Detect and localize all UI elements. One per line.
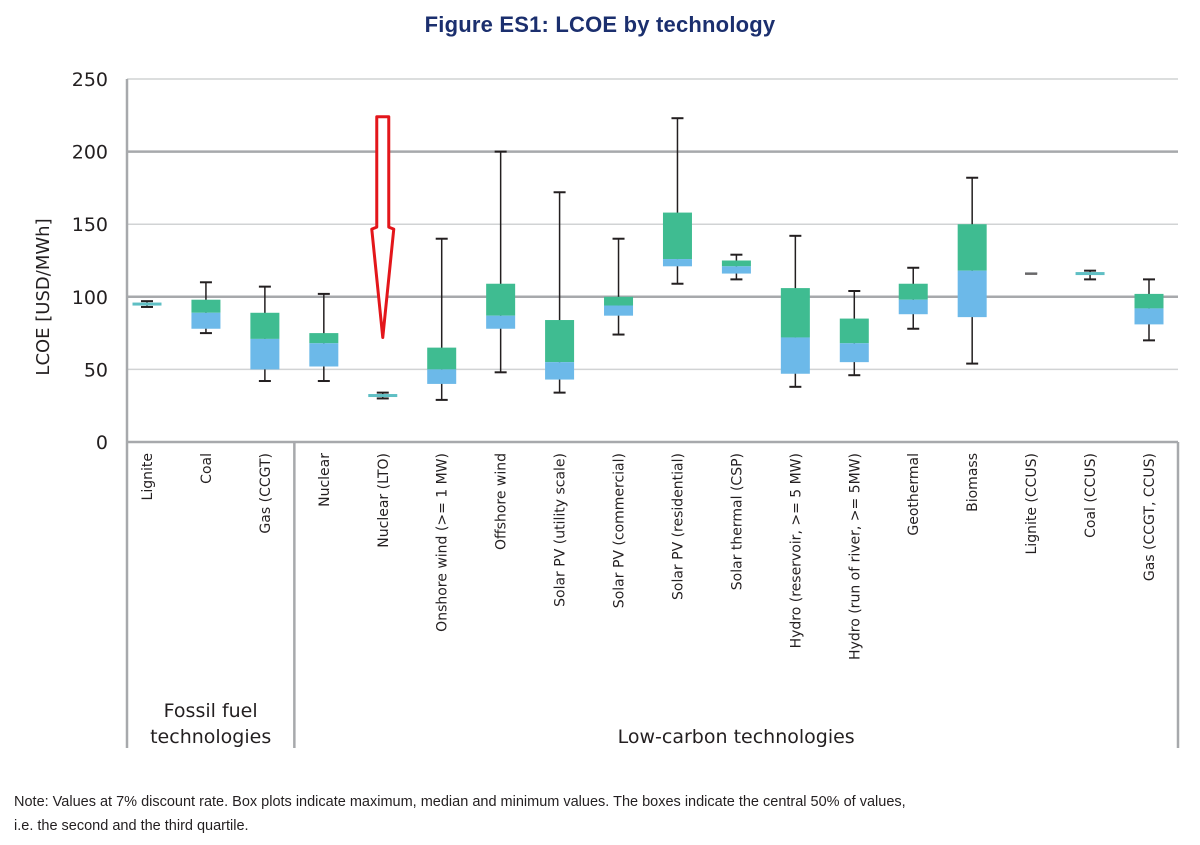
category-label: Gas (CCGT) — [258, 453, 274, 534]
box-7 — [545, 191, 575, 394]
axes — [125, 79, 1178, 444]
box-lower-quartile — [604, 305, 634, 316]
note-line-2: i.e. the second and the third quartile. — [14, 818, 249, 834]
box-lower-quartile — [957, 270, 987, 318]
box-1 — [191, 281, 221, 335]
category-label: Lignite — [140, 453, 156, 500]
box-lower-quartile — [486, 315, 516, 329]
box-17 — [1134, 278, 1164, 342]
box-upper-quartile — [427, 347, 457, 370]
box-lower-quartile — [1134, 308, 1164, 325]
box-upper-quartile — [486, 283, 516, 316]
box-series — [132, 117, 1164, 401]
note-line-1: Note: Values at 7% discount rate. Box pl… — [14, 794, 906, 810]
box-2 — [250, 285, 280, 383]
box-flat — [132, 302, 162, 306]
category-label: Onshore wind (>= 1 MW) — [435, 453, 451, 632]
box-4 — [368, 391, 398, 400]
box-lower-quartile — [780, 337, 810, 374]
box-8 — [604, 237, 634, 336]
group-labels: Fossil fuel technologies Low-carbon techno… — [150, 700, 855, 748]
box-lower-quartile — [898, 299, 928, 315]
box-upper-quartile — [721, 260, 751, 267]
y-tick-label-150: 150 — [72, 214, 108, 236]
box-upper-quartile — [839, 318, 869, 344]
group-label-1-line-0: Low-carbon technologies — [618, 726, 855, 748]
box-lower-quartile — [309, 343, 339, 367]
category-label: Hydro (reservoir, >= 5 MW) — [788, 453, 804, 648]
box-14 — [957, 176, 987, 365]
category-label: Hydro (run of river, >= 5MW) — [847, 453, 863, 660]
category-label: Gas (CCGT, CCUS) — [1142, 453, 1158, 581]
box-upper-quartile — [780, 288, 810, 338]
y-tick-label-100: 100 — [72, 287, 108, 309]
y-axis-ticks: 0 50 100 150 200 250 — [72, 69, 108, 454]
box-11 — [780, 234, 810, 388]
annotation-arrow-icon — [370, 115, 396, 339]
chart-title: Figure ES1: LCOE by technology — [424, 12, 776, 37]
box-0 — [132, 300, 162, 308]
box-upper-quartile — [545, 320, 575, 363]
box-10 — [721, 253, 751, 281]
gridlines — [127, 78, 1178, 371]
box-upper-quartile — [1134, 293, 1164, 309]
category-group-frame — [125, 442, 1180, 748]
box-flat — [1025, 272, 1038, 274]
box-lower-quartile — [839, 343, 869, 363]
box-flat — [368, 394, 398, 398]
category-label: Nuclear — [317, 453, 333, 507]
box-lower-quartile — [191, 312, 221, 329]
box-lower-quartile — [250, 338, 280, 370]
box-3 — [309, 292, 339, 383]
category-label: Solar PV (commercial) — [612, 453, 628, 608]
category-label: Nuclear (LTO) — [376, 453, 392, 548]
box-13 — [898, 266, 928, 330]
category-label: Biomass — [965, 453, 981, 512]
box-lower-quartile — [545, 362, 575, 380]
box-upper-quartile — [191, 299, 221, 313]
box-16 — [1075, 269, 1105, 281]
box-flat — [1075, 272, 1105, 276]
box-upper-quartile — [604, 296, 634, 306]
box-upper-quartile — [309, 333, 339, 344]
category-label: Offshore wind — [494, 453, 510, 550]
box-upper-quartile — [662, 212, 692, 260]
y-tick-label-0: 0 — [96, 432, 108, 454]
box-upper-quartile — [957, 224, 987, 271]
box-plot-chart: 0 50 100 150 200 250 LCOE [USD/MWh] Lignite Co… — [33, 69, 1180, 748]
box-upper-quartile — [250, 312, 280, 339]
category-label: Solar thermal (CSP) — [729, 453, 745, 590]
box-lower-quartile — [662, 259, 692, 267]
category-label: Geothermal — [906, 453, 922, 536]
box-9 — [662, 117, 692, 285]
category-label: Coal — [199, 453, 215, 484]
box-12 — [839, 289, 869, 377]
group-label-0-line-1: technologies — [150, 726, 271, 748]
y-tick-label-200: 200 — [72, 142, 108, 164]
category-label: Solar PV (utility scale) — [553, 453, 569, 607]
annotation-layer — [370, 115, 396, 339]
y-axis-label: LCOE [USD/MWh] — [33, 218, 54, 375]
group-label-0-line-0: Fossil fuel — [164, 700, 258, 722]
box-upper-quartile — [898, 283, 928, 300]
category-label: Coal (CCUS) — [1083, 453, 1099, 538]
box-6 — [486, 150, 516, 374]
category-label: Lignite (CCUS) — [1024, 453, 1040, 555]
y-tick-label-250: 250 — [72, 69, 108, 91]
category-labels: Lignite Coal Gas (CCGT) Nuclear Nuclear (LTO… — [140, 453, 1158, 660]
box-lower-quartile — [721, 266, 751, 274]
box-15 — [1025, 272, 1038, 275]
figure-note: Note: Values at 7% discount rate. Box pl… — [14, 790, 1194, 838]
box-5 — [427, 237, 457, 401]
box-lower-quartile — [427, 369, 457, 384]
y-tick-label-50: 50 — [84, 359, 108, 381]
category-label: Solar PV (residential) — [670, 453, 686, 600]
